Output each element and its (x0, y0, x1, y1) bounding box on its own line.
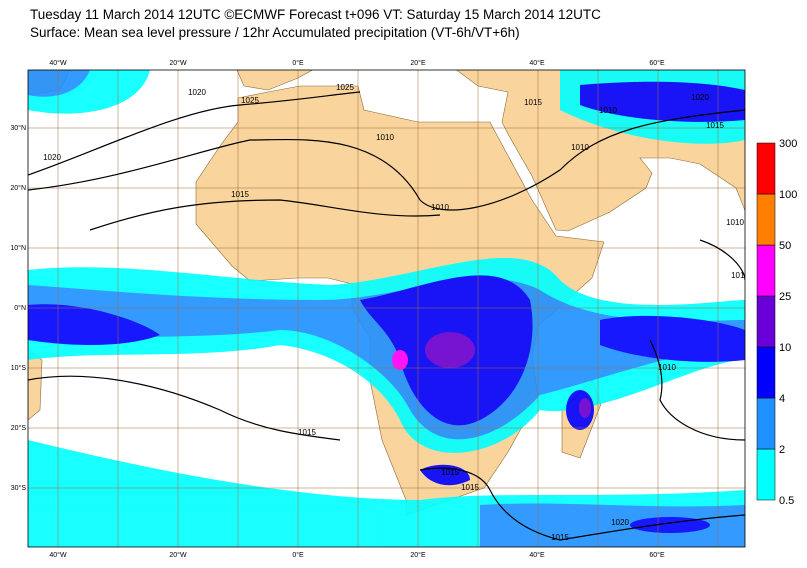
legend-label: 300 (779, 138, 797, 150)
legend-label: 4 (779, 393, 785, 405)
legend-swatch (756, 397, 776, 450)
lat-label: 10°N (10, 244, 26, 252)
isobar-label: 1010 (571, 143, 589, 152)
legend-swatch (756, 142, 776, 195)
precipitation (28, 70, 745, 547)
lon-label: 40°W (49, 551, 67, 559)
lon-label: 0°E (292, 551, 304, 559)
isobar-label: 1020 (691, 93, 709, 102)
isobar-label: 1015 (441, 468, 459, 477)
isobar-label: 1020 (611, 518, 629, 527)
lon-label: 0°E (292, 59, 304, 67)
isobar-label: 1025 (336, 83, 354, 92)
legend-swatch (756, 295, 776, 348)
lon-label: 40°E (529, 551, 545, 559)
isobars (28, 91, 745, 541)
lon-label: 60°E (649, 59, 665, 67)
lon-label: 20°W (169, 59, 187, 67)
lon-label: 20°E (410, 551, 426, 559)
isobar-label: 1015 (461, 483, 479, 492)
legend-label: 0.5 (779, 495, 794, 507)
map: 1020 1025 1025 1015 1010 1020 1015 1010 1020 1015… (28, 70, 749, 547)
legend-swatch (756, 448, 776, 501)
isobar-label: 1025 (241, 96, 259, 105)
isobar-label: 1010 (599, 106, 617, 115)
isobar-label: 1010 (726, 218, 744, 227)
isobar-label: 1015 (524, 98, 542, 107)
legend-swatch (756, 193, 776, 246)
lon-label: 20°W (169, 551, 187, 559)
legend-label: 100 (779, 189, 797, 201)
lon-label: 20°E (410, 59, 426, 67)
graticule (28, 70, 745, 547)
isobar-label: 1020 (188, 88, 206, 97)
isobar-label: 1020 (43, 153, 61, 162)
isobar-label: 1015 (231, 190, 249, 199)
isobar-label: 1015 (706, 121, 724, 130)
isobar-label: 1010 (658, 363, 676, 372)
lat-label: 0°N (14, 304, 26, 312)
isobar-label: 1015 (551, 533, 569, 542)
legend-swatch (756, 244, 776, 297)
legend-swatch (756, 346, 776, 399)
isobar-label: 1010 (431, 203, 449, 212)
legend-label: 50 (779, 240, 791, 252)
map-frame (27, 69, 746, 548)
isobar-label: 1010 (376, 133, 394, 142)
lat-label: 30°N (10, 124, 26, 132)
lat-label: 10°S (11, 364, 27, 372)
header-line: Surface: Mean sea level pressure / 12hr … (30, 25, 520, 40)
lat-label: 20°N (10, 184, 26, 192)
header-line: Tuesday 11 March 2014 12UTC ©ECMWF Forec… (30, 7, 601, 22)
legend-label: 2 (779, 444, 785, 456)
legend-label: 25 (779, 291, 791, 303)
isobar-label: 1015 (298, 428, 316, 437)
lon-label: 60°E (649, 551, 665, 559)
legend-label: 10 (779, 342, 791, 354)
lon-label: 40°W (49, 59, 67, 67)
lat-label: 20°S (11, 424, 27, 432)
isobar-label: 1010 (731, 271, 749, 280)
lon-label: 40°E (529, 59, 545, 67)
lat-label: 30°S (11, 484, 27, 492)
